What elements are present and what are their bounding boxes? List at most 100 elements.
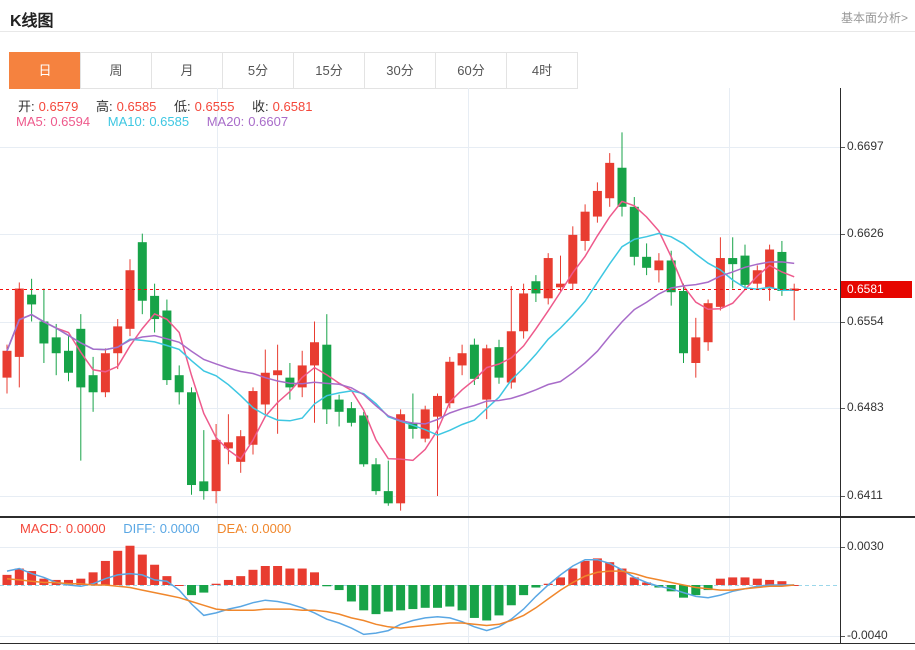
tab-day[interactable]: 日 <box>9 52 81 89</box>
candle-body-3 <box>39 321 49 344</box>
macd-hist-bar-45 <box>556 577 565 585</box>
macd-hist-bar-6 <box>76 578 86 585</box>
candle-body-8 <box>100 353 110 393</box>
tab-min60[interactable]: 60分 <box>435 52 507 89</box>
low-label: 低: <box>174 99 191 114</box>
last-price-badge: 0.6581 <box>841 280 912 298</box>
candle-body-51 <box>629 206 639 257</box>
macd-hist-bar-20 <box>248 569 258 585</box>
macd-value: 0.0000 <box>65 521 106 536</box>
macd-hist-bar-49 <box>605 562 615 585</box>
macd-hist-bar-29 <box>359 585 369 611</box>
candle-body-5 <box>64 350 73 373</box>
dea-label: DEA: <box>217 521 248 536</box>
timeframe-tabs: 日周月 5分 15分 30分 60分 4时 <box>9 52 578 89</box>
tab-month[interactable]: 月 <box>151 52 223 89</box>
candle-body-62 <box>765 249 775 289</box>
macd-hist-bar-12 <box>150 564 160 585</box>
macd-axis-label-0: 0.0030 <box>847 539 884 553</box>
macd-hist-bar-21 <box>260 566 270 585</box>
diff-line <box>6 558 795 636</box>
panel-divider <box>0 516 915 518</box>
candle-body-21 <box>260 372 270 405</box>
price-axis-label-2: 0.6554 <box>847 314 884 328</box>
price-axis-label-4: 0.6411 <box>847 488 883 502</box>
macd-hist-bar-58 <box>715 578 725 585</box>
macd-hist-bar-14 <box>174 585 184 586</box>
macd-hist-bar-51 <box>629 577 639 585</box>
macd-hist-bar-19 <box>236 576 246 585</box>
macd-hist-bar-39 <box>482 585 492 621</box>
candle-body-55 <box>679 290 688 354</box>
macd-hist-bar-27 <box>334 585 344 591</box>
macd-hist-bar-60 <box>740 577 750 585</box>
macd-hist-bar-25 <box>310 572 319 585</box>
candle-body-53 <box>654 260 664 271</box>
candle-body-18 <box>223 442 233 449</box>
candle-body-59 <box>728 258 738 265</box>
macd-hist-bar-28 <box>346 585 356 602</box>
ma5-line <box>6 200 795 462</box>
tab-min30[interactable]: 30分 <box>364 52 436 89</box>
price-axis-label-0: 0.6697 <box>847 139 884 153</box>
ma20-line <box>6 261 795 425</box>
candle-body-54 <box>666 260 676 293</box>
macd-hist-bar-56 <box>691 585 701 596</box>
close-value: 0.6581 <box>272 99 313 114</box>
candle-body-36 <box>445 361 455 404</box>
diff-value: 0.0000 <box>159 521 200 536</box>
candle-body-60 <box>740 255 750 285</box>
candle-body-10 <box>125 270 135 329</box>
macd-hist-bar-17 <box>211 583 221 585</box>
ohlc-legend: 开: 0.6579 高: 0.6585 低: 0.6555 收: 0.6581 <box>18 96 316 115</box>
candle-body-9 <box>113 326 123 354</box>
candle-body-50 <box>617 167 627 207</box>
candle-body-43 <box>531 281 541 294</box>
macd-hist-bar-63 <box>777 581 787 585</box>
ma5-value: 0.6594 <box>50 114 91 129</box>
tab-min5[interactable]: 5分 <box>222 52 294 89</box>
high-value: 0.6585 <box>116 99 157 114</box>
candle-body-29 <box>359 415 369 465</box>
low-value: 0.6555 <box>194 99 235 114</box>
macd-hist-bar-41 <box>506 585 516 606</box>
candle-body-2 <box>27 294 37 305</box>
tab-week[interactable]: 周 <box>80 52 152 89</box>
candle-body-12 <box>150 295 160 320</box>
macd-hist-bar-31 <box>383 585 393 612</box>
macd-axis-label-1: -0.0040 <box>847 628 888 642</box>
macd-hist-bar-34 <box>420 585 430 608</box>
macd-hist-bar-57 <box>703 585 713 591</box>
candle-body-56 <box>691 337 701 363</box>
macd-hist-bar-43 <box>531 585 541 588</box>
macd-hist-bar-50 <box>617 568 627 585</box>
candle-body-46 <box>568 234 578 284</box>
macd-hist-bar-22 <box>273 566 283 585</box>
macd-label: MACD: <box>20 521 62 536</box>
candle-body-30 <box>371 464 381 492</box>
tab-hour4[interactable]: 4时 <box>506 52 578 89</box>
candle-body-27 <box>334 399 344 412</box>
macd-hist-bar-1 <box>14 568 24 585</box>
ma20-label: MA20: <box>206 114 245 129</box>
candle-body-31 <box>383 491 393 504</box>
candle-body-52 <box>642 256 652 268</box>
candle-body-19 <box>236 436 246 462</box>
candle-body-1 <box>14 288 24 357</box>
macd-hist-bar-46 <box>568 568 578 585</box>
candle-body-45 <box>556 283 565 288</box>
macd-hist-bar-33 <box>408 585 418 610</box>
candle-body-28 <box>346 408 356 423</box>
candle-body-16 <box>199 481 209 492</box>
ma10-value: 0.6585 <box>149 114 190 129</box>
candle-body-48 <box>592 190 602 217</box>
macd-hist-bar-5 <box>64 579 73 585</box>
macd-hist-bar-11 <box>137 554 147 585</box>
tab-min15[interactable]: 15分 <box>293 52 365 89</box>
fundamental-analysis-link[interactable]: 基本面分析> <box>840 11 908 25</box>
macd-hist-bar-47 <box>580 560 590 585</box>
page-title: K线图 <box>10 13 54 30</box>
macd-hist-bar-24 <box>297 568 307 585</box>
